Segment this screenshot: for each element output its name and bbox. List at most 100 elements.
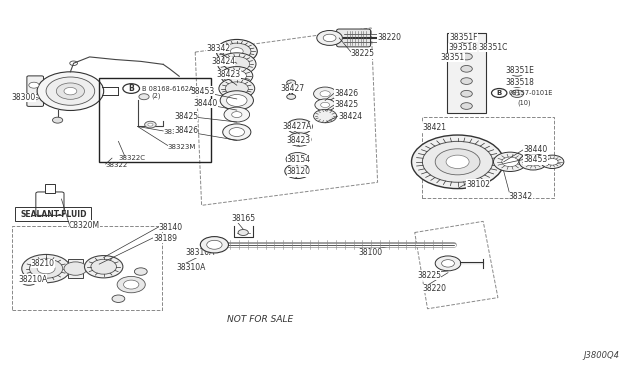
- Text: 38351: 38351: [440, 53, 465, 62]
- Text: 38300: 38300: [12, 93, 36, 102]
- Circle shape: [515, 82, 520, 85]
- Circle shape: [64, 262, 87, 275]
- Circle shape: [112, 295, 125, 302]
- Circle shape: [64, 87, 77, 95]
- Circle shape: [511, 90, 524, 97]
- Text: 38322: 38322: [106, 162, 128, 168]
- Circle shape: [37, 263, 55, 274]
- Circle shape: [461, 78, 472, 84]
- Circle shape: [515, 71, 520, 74]
- Circle shape: [422, 141, 493, 182]
- Circle shape: [216, 39, 257, 63]
- Circle shape: [442, 260, 454, 267]
- Circle shape: [502, 157, 518, 167]
- Circle shape: [219, 78, 255, 99]
- Circle shape: [229, 128, 244, 137]
- Circle shape: [223, 43, 251, 60]
- Circle shape: [515, 92, 520, 95]
- Circle shape: [541, 155, 564, 169]
- Text: 393518: 393518: [448, 43, 477, 52]
- Circle shape: [124, 280, 139, 289]
- Circle shape: [29, 94, 39, 100]
- Text: 38140: 38140: [159, 223, 183, 232]
- FancyBboxPatch shape: [110, 263, 156, 304]
- Circle shape: [493, 152, 527, 171]
- Bar: [422, 117, 554, 198]
- Circle shape: [287, 80, 296, 85]
- Text: (2): (2): [152, 93, 161, 99]
- Circle shape: [287, 119, 312, 134]
- Circle shape: [287, 94, 296, 99]
- Bar: [45, 184, 55, 193]
- Text: 38453: 38453: [524, 155, 548, 164]
- Text: 38351F: 38351F: [449, 33, 478, 42]
- Text: 38225: 38225: [351, 49, 375, 58]
- Text: 38351E: 38351E: [506, 66, 534, 75]
- Circle shape: [492, 89, 507, 97]
- Circle shape: [232, 112, 242, 118]
- Circle shape: [291, 167, 304, 175]
- Circle shape: [314, 109, 337, 123]
- Circle shape: [314, 87, 337, 100]
- Circle shape: [227, 94, 247, 106]
- Bar: [99, 78, 211, 162]
- FancyBboxPatch shape: [337, 29, 371, 47]
- Circle shape: [21, 276, 36, 285]
- Circle shape: [52, 117, 63, 123]
- Text: 38342: 38342: [509, 192, 533, 201]
- Circle shape: [224, 57, 250, 71]
- Circle shape: [292, 156, 303, 163]
- Text: 38120: 38120: [287, 167, 311, 176]
- Text: 38440: 38440: [193, 99, 218, 108]
- Circle shape: [519, 154, 547, 170]
- Text: 38310A: 38310A: [186, 248, 215, 257]
- Circle shape: [25, 279, 33, 283]
- Circle shape: [84, 256, 123, 278]
- Text: 38424: 38424: [211, 57, 236, 66]
- Circle shape: [91, 259, 116, 274]
- Circle shape: [134, 268, 147, 275]
- Text: 38453: 38453: [191, 87, 215, 96]
- Circle shape: [218, 53, 256, 75]
- Text: 38425: 38425: [334, 100, 358, 109]
- Circle shape: [207, 240, 222, 249]
- Circle shape: [224, 107, 250, 122]
- Text: 38425: 38425: [174, 112, 198, 121]
- Bar: [15, 207, 91, 221]
- Circle shape: [148, 123, 153, 126]
- FancyBboxPatch shape: [36, 192, 64, 215]
- Text: 38423: 38423: [216, 70, 241, 79]
- Text: 38427A: 38427A: [283, 122, 312, 131]
- Bar: [447, 33, 486, 113]
- Circle shape: [221, 67, 253, 85]
- Circle shape: [461, 41, 472, 48]
- Text: NOT FOR SALE: NOT FOR SALE: [227, 315, 294, 324]
- Circle shape: [526, 158, 540, 166]
- Circle shape: [225, 82, 248, 95]
- Circle shape: [317, 31, 342, 45]
- Circle shape: [238, 230, 248, 235]
- Circle shape: [461, 65, 472, 72]
- Circle shape: [117, 276, 145, 293]
- Circle shape: [56, 83, 84, 99]
- Circle shape: [29, 82, 39, 88]
- Circle shape: [29, 259, 63, 278]
- Text: 38424: 38424: [338, 112, 362, 121]
- Text: 38102: 38102: [466, 180, 490, 189]
- Text: SEALANT-FLUID: SEALANT-FLUID: [20, 210, 87, 219]
- Text: C8320M: C8320M: [69, 221, 100, 230]
- Text: 38322C: 38322C: [118, 155, 145, 161]
- Circle shape: [461, 90, 472, 97]
- Text: 38323M: 38323M: [168, 144, 196, 150]
- Text: 38427: 38427: [280, 84, 305, 93]
- Circle shape: [321, 102, 330, 108]
- Circle shape: [22, 254, 70, 283]
- Text: 38323MA: 38323MA: [163, 129, 196, 135]
- Circle shape: [37, 72, 104, 110]
- Circle shape: [285, 164, 310, 179]
- Circle shape: [547, 158, 558, 165]
- Circle shape: [320, 91, 330, 97]
- Text: 38342: 38342: [206, 44, 230, 53]
- Circle shape: [511, 69, 524, 76]
- Circle shape: [288, 133, 311, 146]
